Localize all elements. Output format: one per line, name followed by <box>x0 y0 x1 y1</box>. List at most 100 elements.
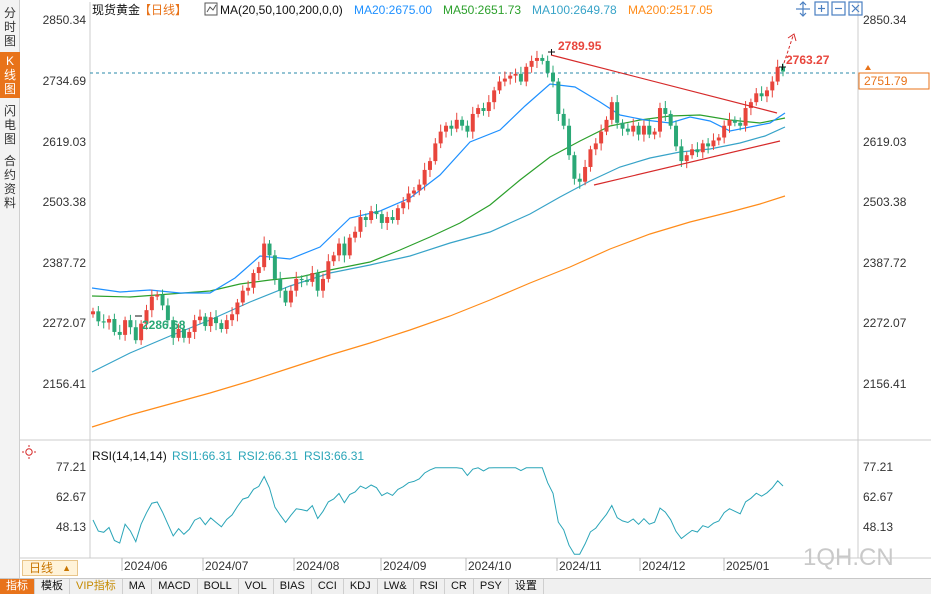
tab-contract-info[interactable]: 合约资料 <box>3 154 16 210</box>
rsi3-value: RSI3:66.31 <box>304 449 364 463</box>
price-tick-left: 2619.03 <box>43 135 87 149</box>
instrument-title: 现货黄金 <box>92 2 140 17</box>
candle-up <box>427 161 432 170</box>
candle-up <box>353 231 358 238</box>
close-icon[interactable] <box>848 1 863 16</box>
candle-down <box>647 125 652 135</box>
candle-up <box>422 169 427 185</box>
period-selector[interactable]: 日线 ▲ <box>22 560 78 576</box>
candle-up <box>123 320 128 335</box>
rsi2-value: RSI2:66.31 <box>238 449 298 463</box>
indicator-cr[interactable]: CR <box>445 579 474 594</box>
rsi-label: RSI(14,14,14) <box>92 449 167 463</box>
indicator-cci[interactable]: CCI <box>312 579 344 594</box>
candle-up <box>411 190 416 194</box>
candle-down <box>283 290 288 303</box>
candle-up <box>454 119 459 129</box>
candle-up <box>251 273 256 288</box>
candle-down <box>577 178 582 182</box>
ma20-value: MA20:2675.00 <box>354 3 432 17</box>
candle-down <box>759 93 764 97</box>
chevron-up-icon: ▲ <box>62 563 71 573</box>
side-tab-bar: 分时图 K线图 闪电图 合约资料 <box>0 0 20 578</box>
price-tick-left: 2850.34 <box>43 13 87 27</box>
zoom-in-icon[interactable] <box>814 1 829 16</box>
candle-up <box>155 294 160 297</box>
tab-timeshare[interactable]: 分时图 <box>3 6 16 48</box>
candle-up <box>529 60 534 67</box>
candle-down <box>663 108 668 114</box>
candle-down <box>133 327 138 341</box>
ma50-value: MA50:2651.73 <box>443 3 521 17</box>
candle-up <box>524 66 529 82</box>
candle-down <box>738 122 743 126</box>
candle-down <box>278 278 283 291</box>
candle-down <box>379 214 384 223</box>
candle-up <box>224 320 229 329</box>
candle-up <box>294 278 299 291</box>
ma200-line <box>91 195 786 428</box>
candle-up <box>754 93 759 103</box>
candle-up <box>727 119 732 126</box>
candle-down <box>636 125 641 135</box>
current-price-box <box>858 72 930 90</box>
tab-lightning[interactable]: 闪电图 <box>3 104 16 146</box>
zoom-out-icon[interactable] <box>831 1 846 16</box>
candle-down <box>481 108 486 111</box>
candle-up <box>91 311 95 315</box>
indicator-macd[interactable]: MACD <box>152 579 198 594</box>
arrow-move-icon[interactable] <box>796 1 810 17</box>
indicator-kdj[interactable]: KDJ <box>344 579 378 594</box>
candle-up <box>321 278 325 291</box>
candle-down <box>171 320 176 338</box>
candle-down <box>668 113 673 126</box>
ma50-line <box>91 114 786 298</box>
kline-chart[interactable]: 现货黄金 【日线】 MA(20,50,100,200,0,0) MA20:267… <box>0 0 931 578</box>
candles-group <box>91 50 785 345</box>
time-tick: 2025/01 <box>726 559 770 573</box>
indicator-bias[interactable]: BIAS <box>274 579 312 594</box>
candle-down <box>390 217 395 220</box>
candle-up <box>208 317 213 327</box>
candle-up <box>513 73 518 76</box>
rsi-tick-right: 48.13 <box>863 520 893 534</box>
price-tick-right: 2619.03 <box>863 135 907 149</box>
candle-up <box>230 314 235 321</box>
candle-up <box>310 273 315 282</box>
candle-up <box>700 143 705 153</box>
watermark: 1QH.CN <box>803 544 894 571</box>
indicator-vol[interactable]: VOL <box>239 579 274 594</box>
candle-up <box>395 208 400 220</box>
settings-button[interactable]: 设置 <box>509 579 544 594</box>
indicator-lw[interactable]: LW& <box>378 579 414 594</box>
time-tick: 2024/10 <box>468 559 512 573</box>
tab-kline[interactable]: K线图 <box>0 52 20 98</box>
price-tick-right: 2850.34 <box>863 13 907 27</box>
indicator-ma[interactable]: MA <box>123 579 153 594</box>
candle-up <box>144 310 149 324</box>
candle-down <box>181 329 186 338</box>
price-tick-left: 2272.07 <box>43 316 87 330</box>
candle-up <box>486 102 491 111</box>
upper-trendline <box>550 54 778 114</box>
candle-up <box>684 155 689 162</box>
candle-up <box>690 149 695 156</box>
candle-down <box>460 119 465 126</box>
candle-up <box>288 290 293 303</box>
candle-down <box>545 60 550 73</box>
ma-settings-icon[interactable] <box>204 2 218 16</box>
tab-indicators[interactable]: 指标 <box>0 579 35 594</box>
sun-settings-icon[interactable] <box>25 448 33 456</box>
candle-up <box>743 108 748 126</box>
candle-up <box>748 102 753 109</box>
indicator-boll[interactable]: BOLL <box>198 579 239 594</box>
candle-up <box>235 302 240 315</box>
candle-up <box>652 131 657 135</box>
tab-vip-indicators[interactable]: VIP指标 <box>70 579 123 594</box>
indicator-rsi[interactable]: RSI <box>414 579 445 594</box>
candle-down <box>219 323 224 329</box>
candle-up <box>187 331 192 338</box>
indicator-psy[interactable]: PSY <box>474 579 509 594</box>
time-tick: 2024/09 <box>383 559 427 573</box>
tab-templates[interactable]: 模板 <box>35 579 70 594</box>
